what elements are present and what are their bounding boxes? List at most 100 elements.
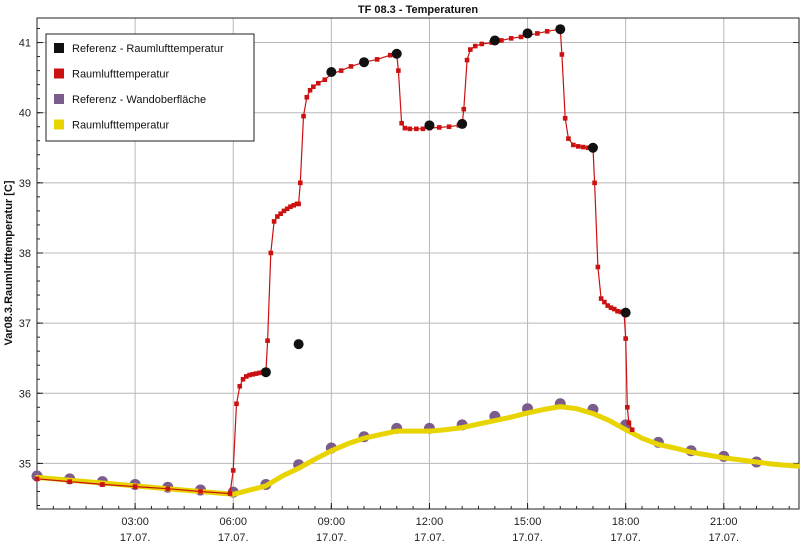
air-temp-point	[446, 124, 452, 130]
air-temp-point	[472, 43, 478, 49]
y-tick-label: 35	[19, 458, 31, 470]
air-temp-point	[396, 68, 401, 73]
x-tick-date-label: 17.07.	[708, 532, 739, 544]
air-temp-point	[257, 370, 262, 376]
y-tick-label: 36	[19, 388, 31, 400]
legend-swatch	[54, 94, 64, 104]
legend-label: Raumlufttemperatur	[72, 120, 170, 132]
y-tick-label: 39	[19, 178, 31, 190]
air-temp-point	[535, 31, 540, 36]
air-temp-point	[562, 116, 568, 121]
air-reference-point	[260, 367, 271, 378]
air-temp-point	[304, 94, 310, 100]
x-tick-date-label: 17.07.	[512, 532, 543, 544]
y-tick-label: 40	[19, 108, 31, 120]
air-temp-point	[595, 264, 601, 270]
air-temp-point	[605, 303, 610, 308]
air-temp-point	[198, 489, 203, 494]
air-temp-point	[311, 84, 316, 90]
legend-label: Referenz - Raumlufttemperatur	[72, 43, 224, 55]
x-tick-label: 15:00	[514, 516, 542, 528]
air-reference-point	[522, 28, 533, 39]
legend-swatch	[54, 68, 64, 79]
air-reference-point	[457, 118, 468, 129]
x-tick-date-label: 17.07.	[414, 532, 445, 544]
air-temp-point	[571, 142, 576, 148]
air-temp-point	[626, 420, 632, 426]
air-temp-point	[508, 36, 514, 41]
air-temp-point	[296, 201, 301, 207]
air-temp-point	[420, 126, 426, 132]
air-reference-point	[326, 67, 337, 78]
air-temp-point	[165, 486, 171, 491]
axes: 35 36 37 38 39 40 41 03:00 17.07. 06:00 17.07. 09:0…	[19, 28, 799, 544]
air-temp-point	[338, 68, 344, 73]
air-temp-point	[237, 383, 243, 389]
air-reference-point	[587, 142, 598, 153]
air-temp-point	[464, 57, 470, 63]
legend: Referenz - Raumlufttemperatur Raumlufttem…	[45, 33, 255, 142]
air-temp-point	[291, 202, 297, 208]
air-temp-point	[234, 401, 239, 407]
air-temp-point	[288, 204, 293, 209]
chart-title: TF 08.3 - Temperaturen	[358, 4, 478, 16]
air-reference-point	[555, 24, 566, 35]
y-tick-label: 37	[19, 318, 31, 330]
air-temp-point	[608, 305, 614, 310]
x-tick-label: 09:00	[318, 516, 346, 528]
legend-swatch	[54, 43, 64, 53]
air-temp-point	[629, 427, 635, 433]
air-temp-point	[602, 299, 607, 305]
air-temp-point	[67, 479, 73, 484]
x-tick-label: 03:00	[121, 516, 149, 528]
air-reference-point	[391, 48, 402, 59]
air-temp-point	[315, 80, 321, 86]
air-temp-point	[278, 211, 283, 216]
air-reference-point	[359, 57, 370, 68]
air-temp-point	[250, 372, 256, 377]
air-temp-point	[387, 52, 393, 58]
air-temp-point	[230, 468, 236, 473]
air-temp-point	[244, 374, 249, 379]
air-temp-point	[34, 476, 40, 482]
air-temp-point	[580, 144, 586, 150]
x-tick-label: 06:00	[219, 516, 247, 528]
y-axis-label: Var08.3.Raumlufttemperatur [C]	[3, 180, 15, 345]
x-tick-date-label: 17.07.	[218, 532, 249, 544]
air-temp-point	[100, 482, 105, 487]
air-temp-point	[240, 376, 246, 382]
air-temp-point	[301, 113, 306, 119]
air-temp-line-yellow	[34, 404, 800, 497]
air-temp-point	[623, 336, 628, 341]
air-temp-point	[322, 77, 328, 83]
air-reference-point	[620, 307, 631, 318]
air-temp-point	[265, 338, 270, 343]
air-temp-point	[436, 125, 442, 130]
air-temp-point	[227, 491, 233, 496]
air-temp-point	[297, 180, 303, 186]
air-temp-point	[407, 126, 413, 132]
series	[31, 24, 800, 498]
air-temp-point	[247, 372, 252, 378]
y-tick-label: 41	[19, 38, 31, 50]
air-temp-point	[268, 250, 274, 256]
air-temp-point	[566, 136, 571, 141]
air-temp-point	[544, 29, 550, 34]
air-temp-point	[275, 214, 280, 219]
air-temp-point	[499, 38, 504, 43]
air-temp-point	[271, 219, 277, 224]
air-temp-point	[592, 180, 597, 186]
air-temp-point	[281, 208, 287, 214]
legend-label: Raumlufttemperatur	[72, 69, 170, 81]
air-temp-point	[615, 308, 620, 314]
x-tick-label: 12:00	[416, 516, 444, 528]
x-tick-date-label: 17.07.	[120, 532, 151, 544]
plot-frame	[36, 17, 800, 510]
air-temp-point	[348, 64, 354, 69]
air-temp-point	[479, 41, 485, 47]
air-temp-point	[374, 57, 380, 62]
legend-swatch	[54, 119, 64, 130]
air-reference-point	[293, 339, 304, 350]
air-temp-point	[132, 484, 138, 489]
